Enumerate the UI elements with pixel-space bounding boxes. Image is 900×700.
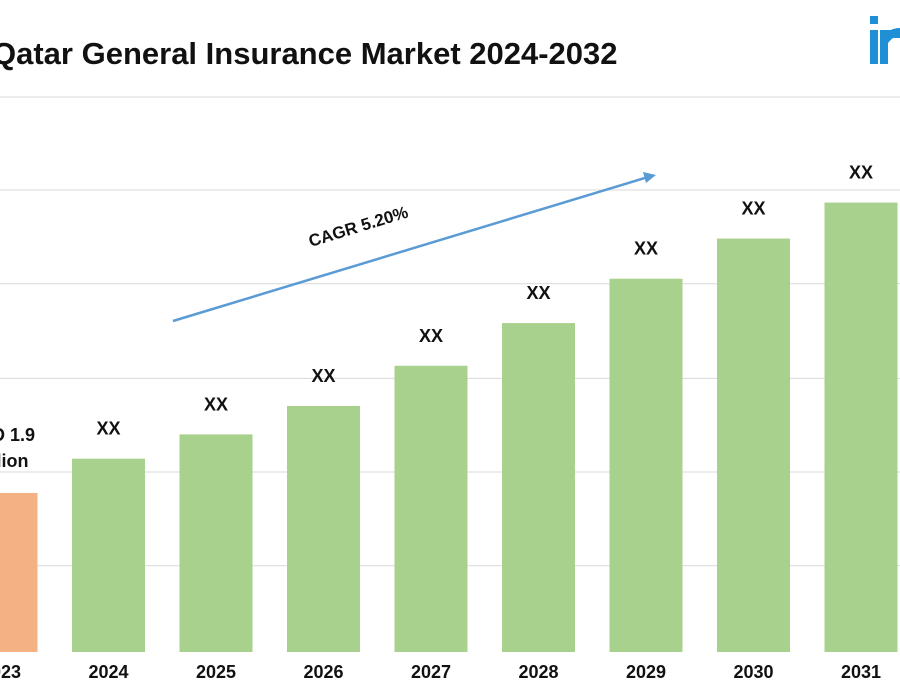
bar — [0, 492, 38, 652]
x-tick-label: 2024 — [88, 662, 128, 682]
bar — [287, 405, 360, 652]
chart-title: Qatar General Insurance Market 2024-2032 — [0, 36, 618, 71]
value-label-line: USD 1.9 — [0, 425, 35, 445]
cagr-arrow — [172, 175, 649, 323]
x-tick-label: 2031 — [841, 662, 881, 682]
bar — [502, 323, 575, 652]
value-label: XX — [741, 199, 765, 219]
value-label: XX — [204, 394, 228, 414]
cagr-arrowhead — [643, 172, 656, 183]
value-label: XX — [96, 419, 120, 439]
value-label: XX — [311, 366, 335, 386]
x-tick-label: 2027 — [411, 662, 451, 682]
bar — [72, 458, 145, 652]
bar — [717, 238, 790, 653]
value-label: XX — [526, 283, 550, 303]
logo-mark — [870, 16, 878, 24]
x-tick-label: 2030 — [733, 662, 773, 682]
value-label: XX — [849, 163, 873, 183]
logo-mark — [870, 30, 878, 64]
bar — [394, 365, 468, 652]
x-tick-label: 2026 — [303, 662, 343, 682]
value-label: XX — [419, 326, 443, 346]
x-tick-label: 2023 — [0, 662, 21, 682]
x-tick-label: 2025 — [196, 662, 236, 682]
x-tick-label: 2028 — [518, 662, 558, 682]
value-label: USD 1.9 Billion — [0, 425, 35, 471]
bar — [609, 278, 683, 652]
value-label-line: Billion — [0, 451, 29, 471]
logo-mark — [880, 28, 900, 64]
bar — [824, 202, 898, 652]
bar — [179, 434, 253, 652]
x-tick-label: 2029 — [626, 662, 666, 682]
value-label: XX — [634, 239, 658, 259]
cagr-annotation: CAGR 5.20% — [306, 203, 410, 251]
